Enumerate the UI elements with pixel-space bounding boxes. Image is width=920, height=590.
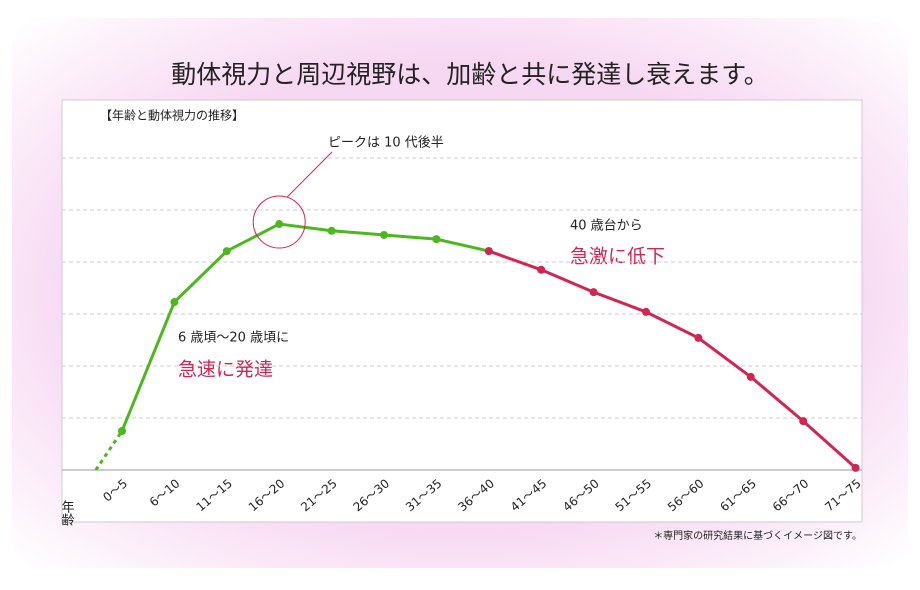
point (118, 427, 126, 435)
point (537, 265, 546, 274)
point (222, 247, 231, 256)
point (484, 247, 493, 256)
point (799, 417, 808, 426)
point (380, 230, 388, 239)
annotation: 40 歳台から (570, 219, 643, 234)
x-axis-label: 年齢 (59, 500, 75, 526)
series-line (488, 249, 857, 470)
annotation: 急速に発達 (178, 359, 273, 381)
point (694, 333, 703, 342)
point (432, 235, 441, 244)
annotation: 急激に低下 (570, 246, 665, 268)
callout-line (286, 151, 333, 198)
point (589, 288, 598, 297)
annotation: 6 歳頃〜20 歳頃に (178, 331, 289, 346)
point (746, 372, 755, 381)
chart-title: 動体視力と周辺視野は、加齢と共に発達し衰えます。 (171, 60, 769, 89)
peak-highlight (252, 195, 306, 249)
plot-panel (61, 99, 863, 523)
point (275, 220, 284, 229)
series-line (120, 222, 490, 432)
point (327, 226, 336, 235)
footnote: ＊専門家の研究結果に基づくイメージ図です。 (653, 529, 862, 542)
point (642, 307, 650, 316)
annotation: ピークは 10 代後半 (328, 136, 444, 151)
point (851, 463, 860, 472)
subtitle: 【年齢と動体視力の推移】 (100, 108, 244, 123)
point (170, 298, 179, 307)
